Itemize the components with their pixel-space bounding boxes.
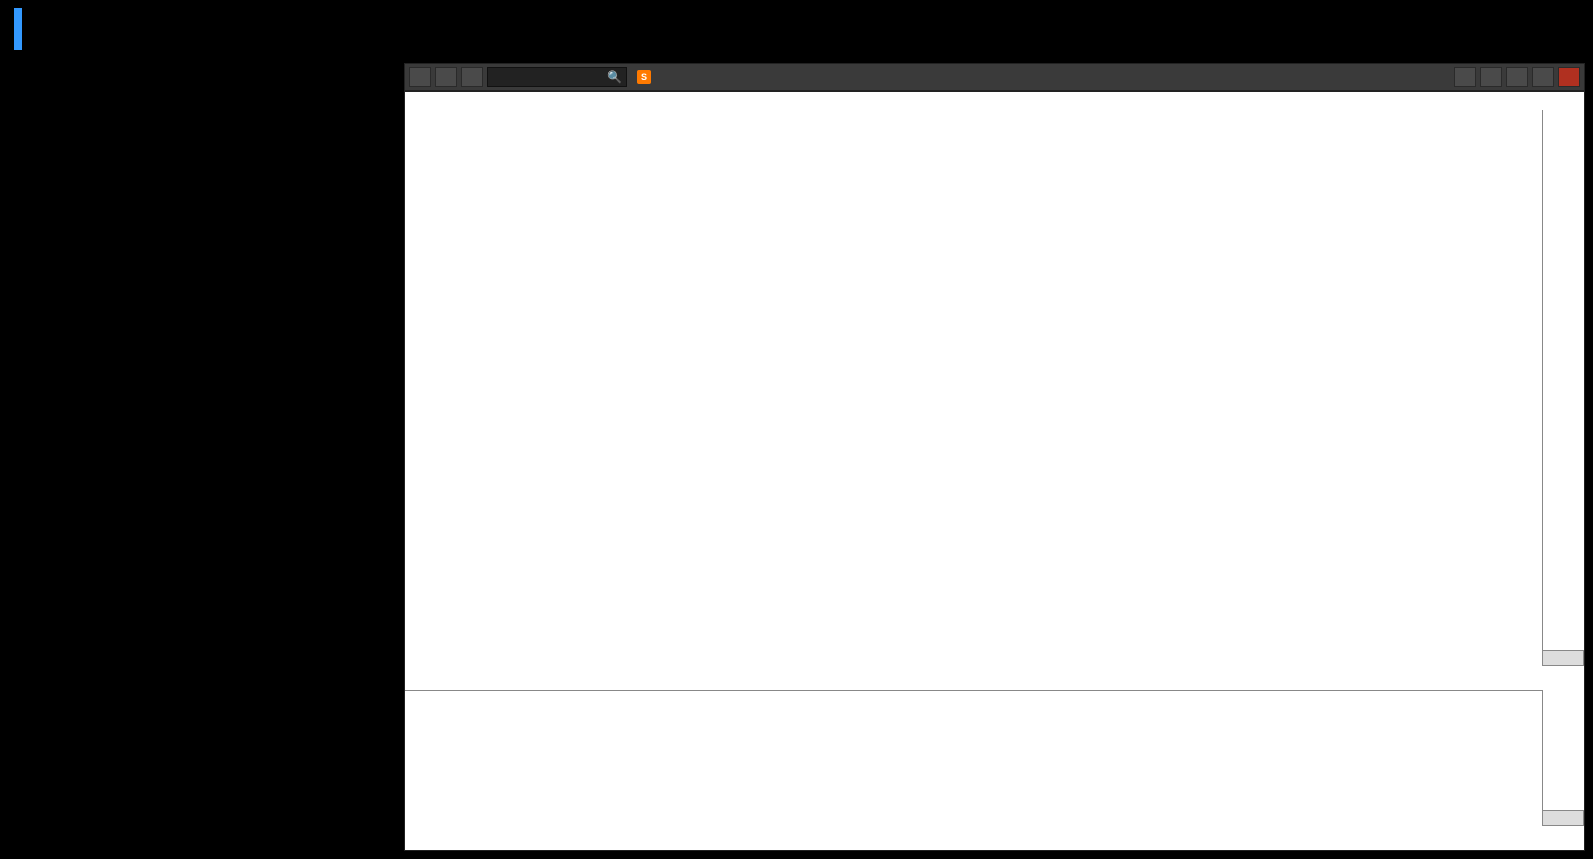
- title-highlight: [14, 8, 22, 50]
- browser-toolbar: 🔍 S: [404, 63, 1585, 91]
- chart-area[interactable]: [404, 91, 1585, 851]
- x-axis: [405, 650, 1542, 690]
- page-title: [14, 8, 1579, 51]
- browser-tab[interactable]: S: [631, 67, 661, 87]
- auto-button-rsi[interactable]: [1542, 810, 1584, 826]
- rsi-panel: [405, 690, 1542, 810]
- close-button[interactable]: [1558, 67, 1580, 87]
- link-icon[interactable]: [409, 67, 431, 87]
- chart-svg: [405, 92, 1584, 682]
- search-icon: 🔍: [607, 70, 622, 84]
- minimize-button[interactable]: [1506, 67, 1528, 87]
- price-axis: [1542, 110, 1584, 650]
- menu-button[interactable]: [1480, 67, 1502, 87]
- url-bar[interactable]: 🔍: [487, 67, 627, 87]
- right-panel: 🔍 S: [400, 59, 1593, 859]
- nav-forward-button[interactable]: [461, 67, 483, 87]
- left-panel: [0, 59, 400, 859]
- nav-back-button[interactable]: [435, 67, 457, 87]
- maximize-button[interactable]: [1532, 67, 1554, 87]
- page-title-bar: [0, 0, 1593, 59]
- timestamp: [8, 59, 392, 75]
- rsi-axis: [1542, 690, 1584, 810]
- reload-button[interactable]: [1454, 67, 1476, 87]
- favicon-icon: S: [637, 70, 651, 84]
- auto-button-price[interactable]: [1542, 650, 1584, 666]
- rsi-svg: [405, 691, 1542, 813]
